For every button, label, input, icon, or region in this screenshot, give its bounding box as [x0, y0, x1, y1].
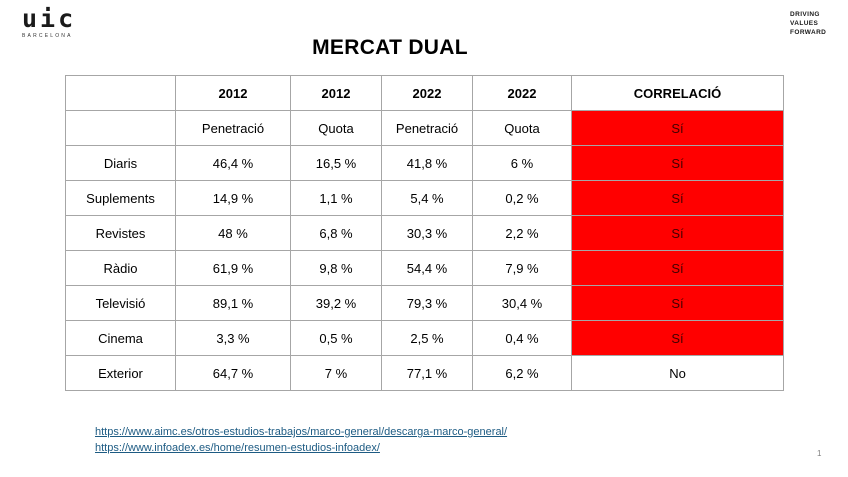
correlation-cell: Sí	[571, 110, 784, 146]
value-cell: 7 %	[290, 355, 382, 391]
row-label: Televisió	[65, 285, 176, 321]
subheader-cell: Penetració	[175, 110, 291, 146]
correlation-cell: Sí	[571, 320, 784, 356]
value-cell: 41,8 %	[381, 145, 473, 181]
correlation-cell: No	[571, 355, 784, 391]
table-row-diaris: Diaris 46,4 % 16,5 % 41,8 % 6 % Sí	[65, 145, 784, 181]
value-cell: 2,5 %	[381, 320, 473, 356]
row-label: Ràdio	[65, 250, 176, 286]
value-cell: 7,9 %	[472, 250, 572, 286]
table-row-suplements: Suplements 14,9 % 1,1 % 5,4 % 0,2 % Sí	[65, 180, 784, 216]
header-cell-2022-quota: 2022	[472, 75, 572, 111]
value-cell: 54,4 %	[381, 250, 473, 286]
table-row-cinema: Cinema 3,3 % 0,5 % 2,5 % 0,4 % Sí	[65, 320, 784, 356]
value-cell: 9,8 %	[290, 250, 382, 286]
value-cell: 30,4 %	[472, 285, 572, 321]
table-subheader-row: Penetració Quota Penetració Quota Sí	[65, 110, 784, 146]
correlation-cell: Sí	[571, 180, 784, 216]
header-cell-correlacio: CORRELACIÓ	[571, 75, 784, 111]
value-cell: 6,2 %	[472, 355, 572, 391]
value-cell: 5,4 %	[381, 180, 473, 216]
subheader-cell: Penetració	[381, 110, 473, 146]
header-cell-2022-penetracio: 2022	[381, 75, 473, 111]
value-cell: 1,1 %	[290, 180, 382, 216]
header-cell-blank	[65, 75, 176, 111]
correlation-cell: Sí	[571, 145, 784, 181]
value-cell: 89,1 %	[175, 285, 291, 321]
table-row-televisio: Televisió 89,1 % 39,2 % 79,3 % 30,4 % Sí	[65, 285, 784, 321]
subheader-cell: Quota	[290, 110, 382, 146]
header-cell-2012-penetracio: 2012	[175, 75, 291, 111]
value-cell: 3,3 %	[175, 320, 291, 356]
page-title: MERCAT DUAL	[312, 36, 468, 59]
motto-line: VALUES	[790, 20, 819, 27]
table-row-radio: Ràdio 61,9 % 9,8 % 54,4 % 7,9 % Sí	[65, 250, 784, 286]
value-cell: 30,3 %	[381, 215, 473, 251]
value-cell: 6 %	[472, 145, 572, 181]
uic-logo-text: uic	[22, 4, 77, 33]
table-header-row: 2012 2012 2022 2022 CORRELACIÓ	[65, 75, 784, 111]
uic-logo-subtext: BARCELONA	[22, 33, 73, 39]
value-cell: 46,4 %	[175, 145, 291, 181]
page-number: 1	[817, 449, 822, 458]
motto: DRIVING VALUES FORWARD	[790, 10, 826, 37]
row-label: Suplements	[65, 180, 176, 216]
subheader-cell: Quota	[472, 110, 572, 146]
value-cell: 2,2 %	[472, 215, 572, 251]
value-cell: 0,2 %	[472, 180, 572, 216]
correlation-cell: Sí	[571, 285, 784, 321]
row-label: Revistes	[65, 215, 176, 251]
link-aimc[interactable]: https://www.aimc.es/otros-estudios-traba…	[95, 426, 508, 438]
link-infoadex[interactable]: https://www.infoadex.es/home/resumen-est…	[95, 442, 380, 454]
subheader-cell-blank	[65, 110, 176, 146]
correlation-cell: Sí	[571, 215, 784, 251]
header-cell-2012-quota: 2012	[290, 75, 382, 111]
value-cell: 14,9 %	[175, 180, 291, 216]
row-label: Cinema	[65, 320, 176, 356]
value-cell: 0,5 %	[290, 320, 382, 356]
value-cell: 0,4 %	[472, 320, 572, 356]
value-cell: 64,7 %	[175, 355, 291, 391]
value-cell: 6,8 %	[290, 215, 382, 251]
value-cell: 48 %	[175, 215, 291, 251]
motto-line: DRIVING	[790, 11, 820, 18]
table-row-revistes: Revistes 48 % 6,8 % 30,3 % 2,2 % Sí	[65, 215, 784, 251]
table-row-exterior: Exterior 64,7 % 7 % 77,1 % 6,2 % No	[65, 355, 784, 391]
row-label: Diaris	[65, 145, 176, 181]
row-label: Exterior	[65, 355, 176, 391]
value-cell: 77,1 %	[381, 355, 473, 391]
correlation-cell: Sí	[571, 250, 784, 286]
value-cell: 79,3 %	[381, 285, 473, 321]
value-cell: 61,9 %	[175, 250, 291, 286]
value-cell: 39,2 %	[290, 285, 382, 321]
uic-logo: uic BARCELONA	[22, 4, 77, 40]
motto-line: FORWARD	[790, 29, 827, 36]
source-links: https://www.aimc.es/otros-estudios-traba…	[95, 424, 507, 456]
value-cell: 16,5 %	[290, 145, 382, 181]
mercat-dual-table: 2012 2012 2022 2022 CORRELACIÓ Penetraci…	[65, 75, 784, 391]
